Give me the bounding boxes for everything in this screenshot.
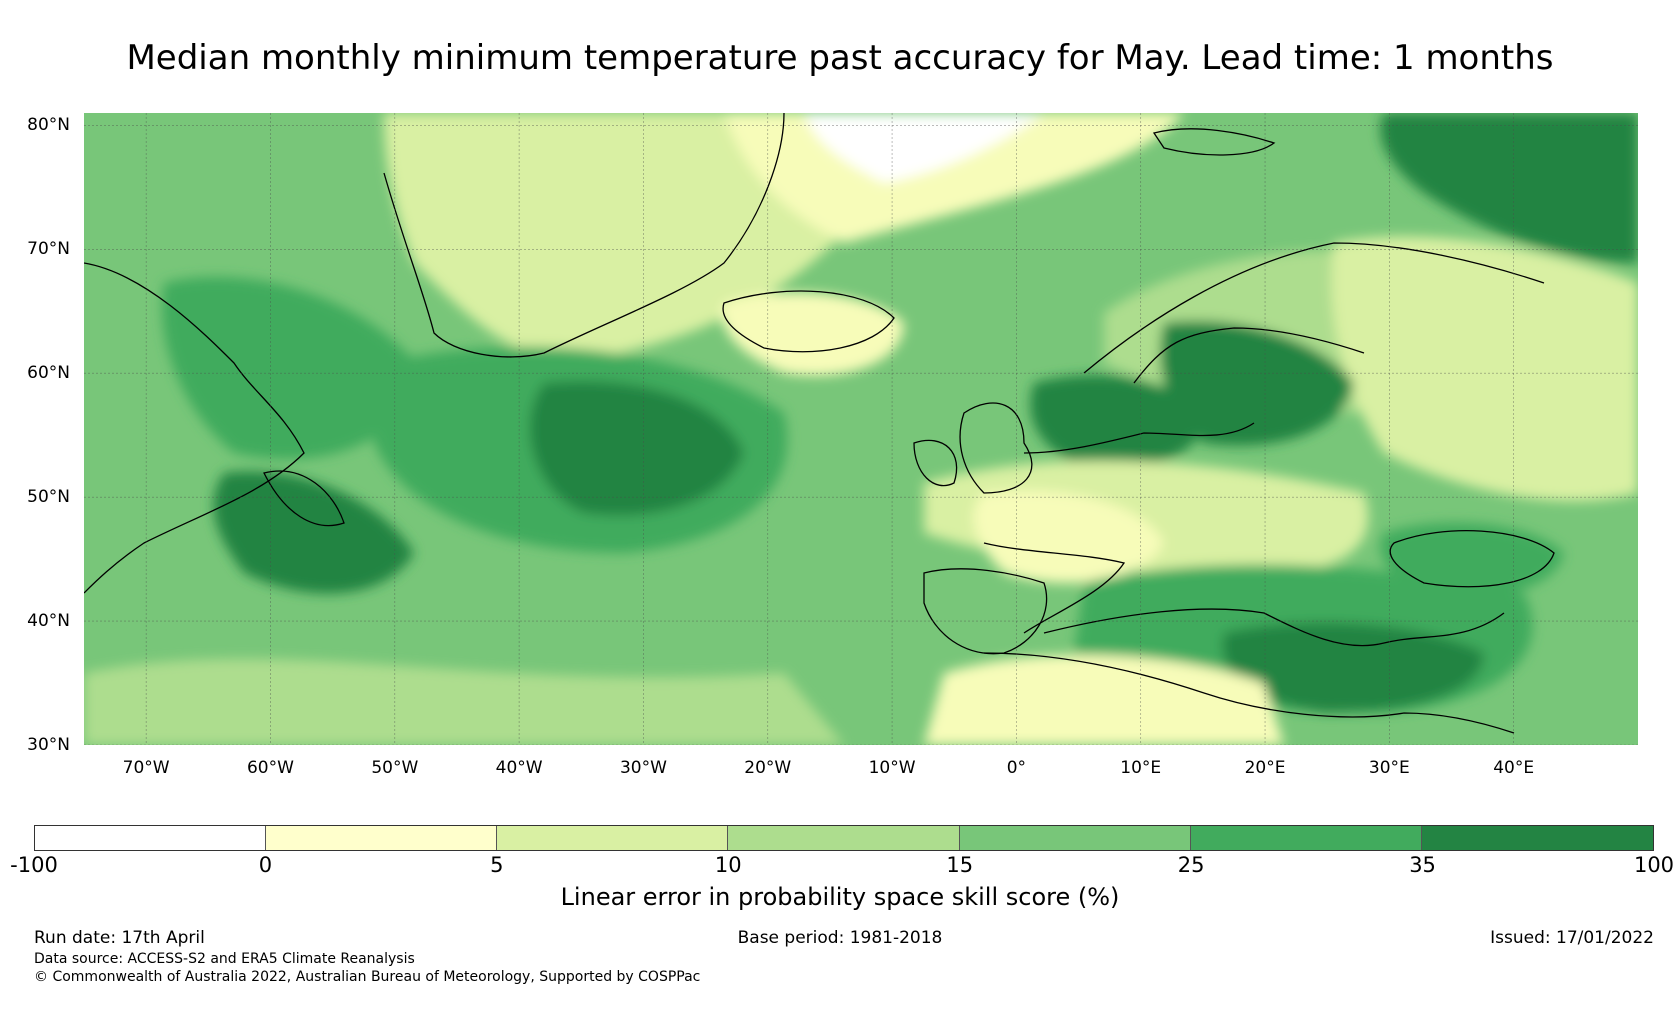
page-title: Median monthly minimum temperature past … [126,38,1554,78]
skill-map[interactable] [84,113,1638,745]
fram-strait-region [804,113,1044,183]
issued-date: Issued: 17/01/2022 [1490,928,1654,948]
colorbar-tick-label: 25 [1177,853,1205,877]
mediterranean-coast [983,608,1515,734]
colorbar [34,825,1654,851]
colorbar-bin [959,826,1191,850]
longitude-label: 40°E [1493,758,1535,778]
colorbar-bin [497,826,729,850]
longitude-label: 30°W [619,758,667,778]
iceland-region [721,292,904,376]
colorbar-bin [35,826,267,850]
latitude-label: 60°N [27,363,70,384]
north-sea-region [1030,375,1204,467]
barents-sea-region [1380,113,1638,263]
british-isles-coast [959,402,1033,494]
latitude-label: 40°N [27,611,70,632]
colorbar-tick-label: 100 [1633,853,1675,877]
longitude-label: 20°E [1244,758,1286,778]
iberia-coast [923,568,1048,655]
colorbar-bin [1421,826,1653,850]
copyright: © Commonwealth of Australia 2022, Austra… [34,969,701,985]
sahara-region [924,654,1284,745]
scandinavia-coast [1083,242,1545,384]
subtropical-atlantic-region [84,658,844,745]
colorbar-bin [1190,826,1422,850]
europe-coast [983,422,1255,634]
ireland-coast [913,439,958,487]
labrador-coast [84,262,305,594]
svalbard-coast [1152,128,1276,156]
labrador-sea-region [162,277,424,460]
latitude-label: 50°N [27,487,70,508]
colorbar-tick-label: 35 [1409,853,1436,877]
newfoundland-coast [263,470,345,527]
black-sea-coast [1389,530,1555,588]
longitude-label: 50°W [371,758,419,778]
run-date: Run date: 17th April [34,928,205,948]
colorbar-tick-label: 5 [490,853,504,877]
newfoundland-region [213,471,414,594]
base-period: Base period: 1981-2018 [737,928,943,948]
data-source: Data source: ACCESS-S2 and ERA5 Climate … [34,951,415,967]
colorbar-bin [266,826,498,850]
longitude-label: 10°E [1120,758,1162,778]
black-sea-region [1380,522,1564,597]
russia-north-region [1331,236,1638,501]
mediterranean-east-region [1222,622,1484,713]
colorbar-bin [728,826,960,850]
longitude-label: 70°W [122,758,170,778]
longitude-label: 30°E [1368,758,1410,778]
colorbar-tick-label: 0 [258,853,273,877]
latitude-label: 30°N [27,735,70,755]
latitude-label: 80°N [27,115,70,136]
map-canvas [84,113,1638,745]
longitude-label: 20°W [744,758,792,778]
iceland-coast [722,290,895,353]
latitude-label: 70°N [27,239,70,260]
colorbar-tick-label: 15 [946,853,974,877]
colorbar-label: Linear error in probability space skill … [560,883,1120,911]
north-atlantic-deep-region [529,381,744,516]
longitude-label: 10°W [868,758,916,778]
greenland-plateau-region [384,113,844,363]
longitude-label: 60°W [246,758,294,778]
baltic-region [1160,321,1354,446]
graticule [84,113,1638,745]
france-region [973,490,1164,583]
coastlines [84,113,1555,734]
colorbar-tick-label: -100 [10,853,58,877]
colorbar-tick-label: 10 [714,853,742,877]
greenland-coast [383,113,785,358]
longitude-label: 40°W [495,758,543,778]
longitude-label: 0° [1006,758,1027,778]
